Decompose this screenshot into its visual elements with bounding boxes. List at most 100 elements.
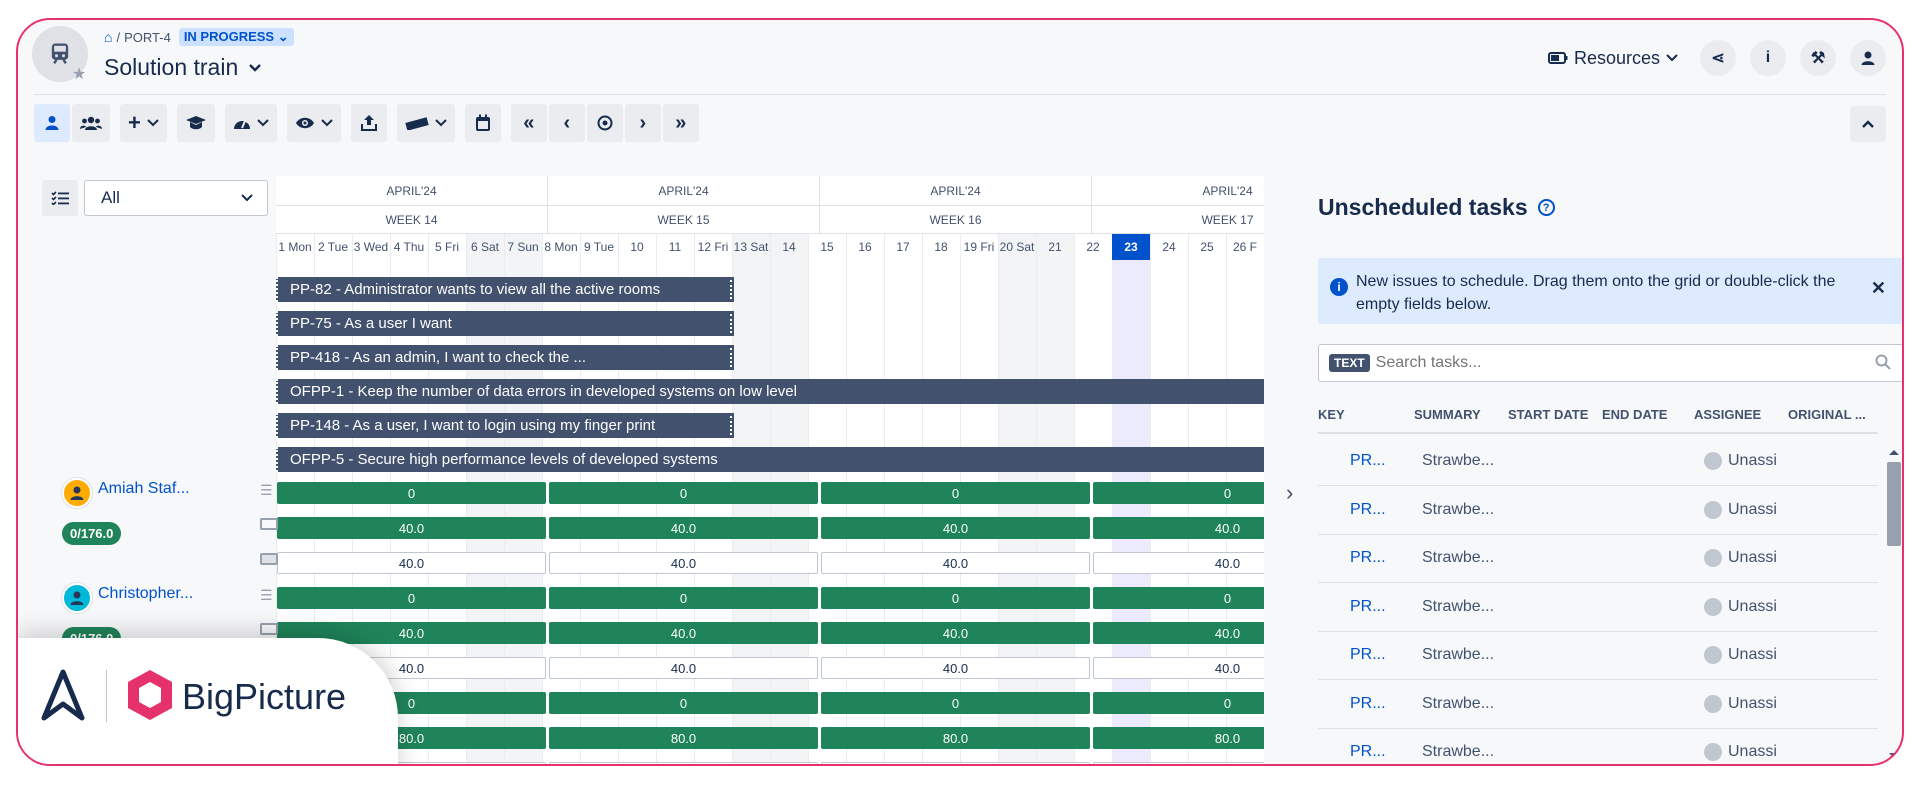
resource-filter-select[interactable]: All bbox=[84, 180, 268, 216]
search-icon[interactable] bbox=[1875, 354, 1891, 370]
timeline-grid[interactable]: APRIL'24 WEEK 14 APRIL'24 WEEK 15 APRIL'24 WE… bbox=[276, 176, 1264, 764]
capacity-cell[interactable]: 80.0 bbox=[549, 727, 818, 749]
available-cell[interactable]: 40.0 bbox=[549, 552, 818, 574]
column-assignee[interactable]: ASSIGNEE bbox=[1694, 406, 1762, 422]
task-bar[interactable]: OFPP-1 - Keep the number of data errors … bbox=[276, 379, 1264, 404]
next-button[interactable]: › bbox=[624, 104, 661, 142]
expand-panel-arrow-icon[interactable]: › bbox=[1286, 480, 1294, 505]
table-row[interactable]: PR... Strawbe... Unassi bbox=[1318, 584, 1878, 632]
column-end-date[interactable]: END DATE bbox=[1602, 406, 1668, 422]
previous-button[interactable]: ‹ bbox=[548, 104, 585, 142]
task-bar[interactable]: PP-82 - Administrator wants to view all … bbox=[276, 277, 734, 302]
allocated-cell[interactable]: 0 bbox=[549, 587, 818, 609]
export-button[interactable] bbox=[350, 104, 387, 142]
scale-button[interactable] bbox=[396, 104, 455, 142]
task-assignee[interactable]: Unassi bbox=[1704, 549, 1777, 567]
resource-name[interactable]: Amiah Staf... bbox=[98, 480, 190, 497]
column-start-date[interactable]: START DATE bbox=[1508, 406, 1589, 422]
view-options-button[interactable] bbox=[286, 104, 341, 142]
list-check-icon[interactable]: ☰ bbox=[260, 482, 273, 498]
user-button[interactable] bbox=[1850, 40, 1886, 76]
info-button[interactable]: i bbox=[1750, 40, 1786, 76]
resources-button[interactable]: Resources bbox=[1540, 42, 1686, 75]
breadcrumb-key[interactable]: PORT-4 bbox=[124, 29, 171, 45]
allocated-cell[interactable]: 0 bbox=[277, 482, 546, 504]
available-cell[interactable]: 40.0 bbox=[821, 657, 1090, 679]
task-key-link[interactable]: PR... bbox=[1350, 452, 1386, 469]
capacity-cell[interactable]: 40.0 bbox=[1093, 517, 1264, 539]
jump-back-button[interactable]: « bbox=[510, 104, 547, 142]
project-avatar[interactable] bbox=[32, 26, 88, 82]
scroll-down-icon[interactable] bbox=[1887, 752, 1901, 760]
resize-handle[interactable] bbox=[730, 416, 732, 435]
allocated-cell[interactable]: 0 bbox=[1093, 692, 1264, 714]
allocated-cell[interactable]: 0 bbox=[1093, 482, 1264, 504]
capacity-cell[interactable]: 80.0 bbox=[821, 727, 1090, 749]
close-icon[interactable]: ✕ bbox=[1870, 278, 1886, 298]
scrollbar-thumb[interactable] bbox=[1887, 462, 1901, 546]
collapse-toolbar-button[interactable] bbox=[1850, 106, 1886, 142]
team-view-button[interactable] bbox=[72, 104, 110, 142]
available-cell[interactable]: 40.0 bbox=[277, 552, 546, 574]
capacity-cell[interactable]: 40.0 bbox=[549, 622, 818, 644]
task-assignee[interactable]: Unassi bbox=[1704, 452, 1777, 470]
favorite-star-icon[interactable]: ★ bbox=[72, 66, 87, 83]
task-key-link[interactable]: PR... bbox=[1350, 646, 1386, 663]
table-row[interactable]: PR... Strawbe... Unassi bbox=[1318, 681, 1878, 729]
task-assignee[interactable]: Unassi bbox=[1704, 646, 1777, 664]
list-check-icon[interactable]: ☰ bbox=[260, 587, 273, 603]
status-badge[interactable]: IN PROGRESS ⌄ bbox=[178, 28, 294, 46]
today-button[interactable] bbox=[586, 104, 623, 142]
column-original[interactable]: ORIGINAL ... bbox=[1788, 406, 1866, 422]
search-mode-badge[interactable]: TEXT bbox=[1329, 354, 1370, 372]
allocated-cell[interactable]: 0 bbox=[821, 482, 1090, 504]
settings-button[interactable]: ⚒ bbox=[1800, 40, 1836, 76]
allocated-cell[interactable]: 0 bbox=[1093, 587, 1264, 609]
task-key-link[interactable]: PR... bbox=[1350, 549, 1386, 566]
help-icon[interactable]: ? bbox=[1537, 199, 1555, 216]
task-key-link[interactable]: PR... bbox=[1350, 743, 1386, 760]
calendar-button[interactable] bbox=[464, 104, 501, 142]
allocated-cell[interactable]: 0 bbox=[549, 482, 818, 504]
capacity-cell[interactable]: 40.0 bbox=[277, 517, 546, 539]
capacity-cell[interactable]: 40.0 bbox=[277, 622, 546, 644]
capacity-cell[interactable]: 40.0 bbox=[821, 517, 1090, 539]
task-key-link[interactable]: PR... bbox=[1350, 597, 1386, 615]
filter-list-button[interactable] bbox=[42, 180, 78, 216]
capacity-cell[interactable]: 40.0 bbox=[1093, 622, 1264, 644]
allocated-cell[interactable]: 0 bbox=[821, 692, 1090, 714]
page-title[interactable]: Solution train bbox=[104, 54, 262, 81]
task-bar[interactable]: PP-148 - As a user, I want to login usin… bbox=[276, 413, 734, 438]
task-assignee[interactable]: Unassi bbox=[1704, 694, 1777, 713]
resize-handle[interactable] bbox=[730, 348, 732, 367]
table-row[interactable]: PR... Strawbe... Unassi bbox=[1318, 535, 1878, 583]
dashboard-button[interactable] bbox=[224, 104, 277, 142]
task-key-link[interactable]: PR... bbox=[1350, 694, 1386, 712]
available-cell[interactable]: 40.0 bbox=[821, 552, 1090, 574]
available-cell[interactable]: 40.0 bbox=[1093, 552, 1264, 574]
column-summary[interactable]: SUMMARY bbox=[1414, 406, 1481, 422]
resource-name[interactable]: Christopher... bbox=[98, 585, 194, 602]
allocated-cell[interactable]: 0 bbox=[277, 587, 546, 609]
table-row[interactable]: PR... Strawbe... Unassi bbox=[1318, 487, 1878, 535]
task-assignee[interactable]: Unassi bbox=[1704, 597, 1777, 616]
available-cell[interactable]: 40.0 bbox=[1093, 657, 1264, 679]
task-assignee[interactable]: Unassi bbox=[1704, 500, 1777, 519]
table-row[interactable]: PR... Strawbe... Unassi bbox=[1318, 632, 1878, 680]
available-cell[interactable]: 80.0 bbox=[1093, 762, 1264, 764]
skills-button[interactable] bbox=[176, 104, 215, 142]
available-cell[interactable]: 40.0 bbox=[549, 657, 818, 679]
available-cell[interactable]: 80.0 bbox=[821, 762, 1090, 764]
available-cell[interactable]: 80.0 bbox=[549, 762, 818, 764]
allocated-cell[interactable]: 0 bbox=[821, 587, 1090, 609]
avatar[interactable] bbox=[62, 478, 92, 508]
add-button[interactable]: + bbox=[120, 104, 167, 142]
capacity-cell[interactable]: 40.0 bbox=[549, 517, 818, 539]
resize-handle[interactable] bbox=[730, 280, 732, 299]
allocated-cell[interactable]: 0 bbox=[549, 692, 818, 714]
capacity-cell[interactable]: 40.0 bbox=[821, 622, 1090, 644]
scrollbar[interactable] bbox=[1884, 444, 1902, 764]
column-key[interactable]: KEY bbox=[1318, 406, 1345, 422]
task-bar[interactable]: PP-418 - As an admin, I want to check th… bbox=[276, 345, 734, 370]
home-icon[interactable]: ⌂ bbox=[104, 29, 113, 45]
